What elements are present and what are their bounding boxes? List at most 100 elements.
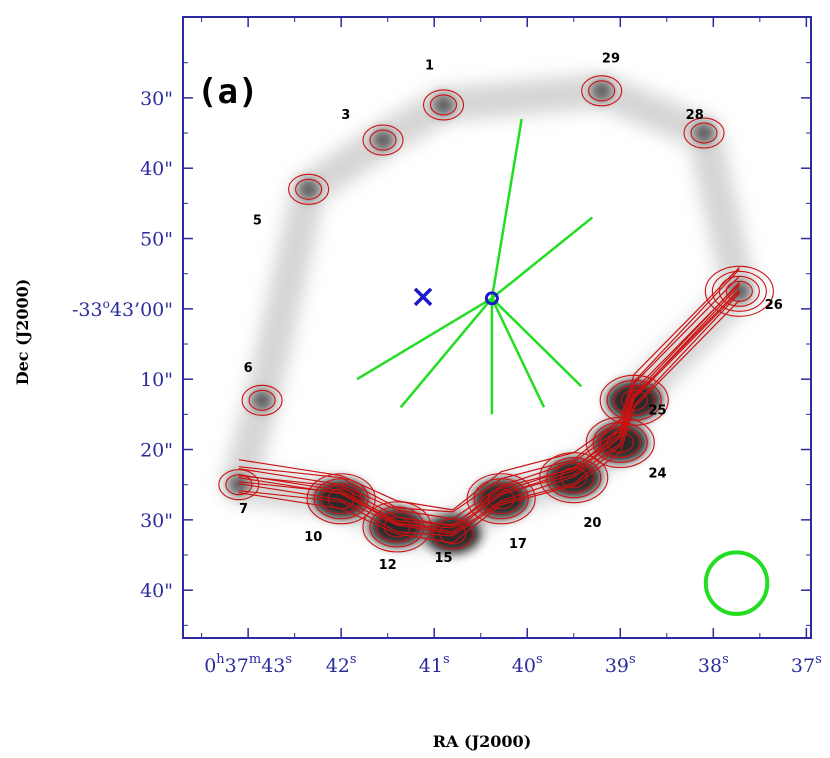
contour-source-25-1 bbox=[620, 389, 648, 411]
x-tick-label-3: 40s bbox=[512, 652, 543, 677]
contour-source-17-3 bbox=[473, 478, 529, 520]
y-tick-label-0: 30" bbox=[140, 88, 173, 110]
marker-layer bbox=[413, 287, 770, 616]
cross-marker-stroke-2 bbox=[413, 287, 433, 307]
source-label-3: 3 bbox=[341, 108, 350, 123]
source-label-26: 26 bbox=[765, 298, 783, 313]
source-label-12: 12 bbox=[379, 558, 397, 573]
source-label-20: 20 bbox=[583, 516, 601, 531]
contour-source-17-4 bbox=[466, 473, 536, 525]
y-axis-title: Dec (J2000) bbox=[13, 279, 32, 386]
contour-source-5-1 bbox=[295, 178, 323, 200]
contour-source-1-1 bbox=[429, 94, 458, 116]
contour-source-28-1 bbox=[690, 122, 718, 144]
contour-source-20-1 bbox=[560, 467, 588, 489]
ray-2 bbox=[491, 216, 594, 300]
ray-1 bbox=[490, 118, 523, 299]
center-circle-marker bbox=[484, 291, 499, 306]
contour-source-26-3 bbox=[711, 270, 767, 312]
contour-source-24-2 bbox=[599, 426, 641, 459]
contour-arc-level-5 bbox=[238, 299, 740, 544]
contour-layer bbox=[218, 75, 774, 553]
x-tick-label-6: 37s bbox=[791, 652, 822, 677]
source-label-6: 6 bbox=[244, 361, 253, 376]
panel-label: (a) bbox=[197, 72, 258, 112]
contour-source-7-2 bbox=[218, 469, 260, 501]
contour-source-28-2 bbox=[683, 117, 725, 149]
contour-source-7-1 bbox=[225, 474, 253, 496]
source-label-10: 10 bbox=[304, 530, 322, 545]
contour-source-29-2 bbox=[581, 75, 623, 107]
ray-4 bbox=[399, 297, 493, 409]
contour-source-24-1 bbox=[606, 431, 634, 454]
contour-source-26-4 bbox=[704, 265, 774, 317]
y-tick-label-7: 40" bbox=[140, 580, 173, 602]
source-label-25: 25 bbox=[648, 403, 666, 418]
contour-arc-outer-2 bbox=[238, 282, 740, 527]
contour-source-15-1 bbox=[439, 523, 467, 545]
greyscale-blob-6 bbox=[251, 389, 274, 412]
contour-source-10-4 bbox=[306, 473, 376, 525]
contour-source-17-2 bbox=[480, 483, 522, 515]
contour-arc-level-1 bbox=[238, 281, 740, 526]
greyscale-blob-3 bbox=[372, 129, 395, 152]
contour-source-10-1 bbox=[327, 488, 355, 510]
contour-source-12-1 bbox=[383, 516, 411, 538]
beam-circle bbox=[703, 550, 770, 616]
contour-source-29-1 bbox=[588, 80, 616, 102]
x-axis-title: RA (J2000) bbox=[433, 732, 532, 751]
contour-source-10-3 bbox=[313, 478, 369, 520]
y-tick-label-2: 50" bbox=[140, 229, 173, 251]
source-label-7: 7 bbox=[239, 502, 248, 517]
contour-source-25-2 bbox=[613, 384, 655, 416]
greyscale-blob-5 bbox=[297, 178, 320, 201]
y-tick-label-3: -33o43’00" bbox=[72, 297, 173, 321]
contour-source-20-3 bbox=[546, 457, 602, 499]
source-label-15: 15 bbox=[434, 551, 452, 566]
contour-source-12-2 bbox=[376, 511, 418, 543]
contour-source-15-2 bbox=[432, 518, 474, 550]
contour-source-3-1 bbox=[369, 129, 397, 151]
contour-arc-level-3 bbox=[238, 290, 740, 535]
contour-source-12-3 bbox=[369, 506, 425, 548]
ray-6 bbox=[490, 297, 546, 408]
contour-source-6-1 bbox=[248, 389, 276, 411]
contour-source-12-4 bbox=[362, 501, 432, 553]
greyscale-blob-28 bbox=[693, 122, 716, 145]
source-label-24: 24 bbox=[648, 467, 666, 482]
contour-source-26-1 bbox=[725, 280, 753, 302]
y-tick-label-1: 40" bbox=[140, 158, 173, 180]
contour-source-1-2 bbox=[422, 89, 465, 121]
source-label-1: 1 bbox=[425, 59, 434, 74]
source-label-28: 28 bbox=[686, 108, 704, 123]
y-tick-label-6: 30" bbox=[140, 510, 173, 532]
plot-frame bbox=[182, 16, 812, 639]
x-tick-label-4: 39s bbox=[605, 652, 636, 677]
contour-source-24-3 bbox=[592, 421, 648, 464]
contour-source-10-2 bbox=[320, 483, 362, 515]
y-tick-label-4: 10" bbox=[140, 369, 173, 391]
x-tick-label-0: 0h37m43s bbox=[204, 652, 292, 677]
contour-source-20-4 bbox=[539, 452, 609, 504]
greyscale-blob-29 bbox=[590, 79, 613, 102]
x-tick-label-2: 41s bbox=[419, 652, 450, 677]
greyscale-blob-1 bbox=[432, 93, 455, 116]
contour-source-26-2 bbox=[718, 275, 760, 307]
contour-source-20-2 bbox=[553, 462, 595, 494]
y-tick-label-5: 20" bbox=[140, 440, 173, 462]
contour-source-6-2 bbox=[241, 384, 283, 416]
contour-source-25-3 bbox=[606, 379, 662, 421]
source-label-5: 5 bbox=[253, 213, 262, 228]
tick-layer: 30" 40" 50" -33o43’00" 10" 20" 30" 40" 0h37m43s 4… bbox=[72, 17, 822, 677]
source-label-29: 29 bbox=[602, 52, 620, 67]
source-label-layer: 1 3 5 6 7 10 12 15 17 20 24 25 26 28 29 bbox=[239, 52, 783, 573]
x-tick-label-1: 42s bbox=[326, 652, 357, 677]
contour-source-5-2 bbox=[288, 173, 330, 205]
ray-7 bbox=[491, 297, 583, 388]
x-tick-label-5: 38s bbox=[698, 652, 729, 677]
contour-source-25-4 bbox=[599, 374, 669, 426]
contour-source-17-1 bbox=[487, 488, 515, 510]
ray-3 bbox=[356, 297, 493, 381]
ray-layer bbox=[356, 118, 594, 415]
